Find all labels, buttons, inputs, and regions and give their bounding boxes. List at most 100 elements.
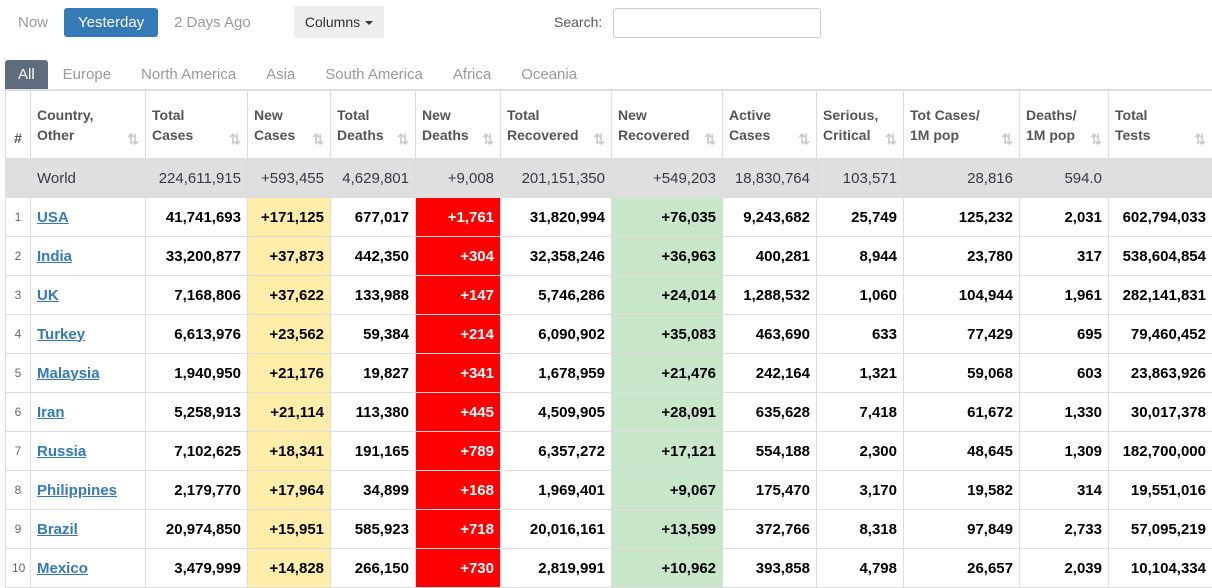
data-table: #Country,OtherTotalCasesNewCasesTotalDea… [5,89,1212,588]
header-text: # [14,130,22,146]
cell: 59,068 [904,354,1020,393]
cell: 2,179,770 [146,471,248,510]
country-link[interactable]: Turkey [37,326,85,343]
header-text: Total [1115,107,1147,123]
column-header[interactable]: NewDeaths [416,90,501,159]
cell: 1,309 [1020,432,1109,471]
column-header[interactable]: TotalCases [146,90,248,159]
cell: 57,095,219 [1109,510,1212,549]
country-row: 6Iran5,258,913+21,114113,380+4454,509,90… [6,393,1212,432]
cell: 175,470 [723,471,817,510]
country-link[interactable]: Iran [37,404,65,421]
cell: 603 [1020,354,1109,393]
cell: 8 [6,471,31,510]
header-text: Tests [1115,127,1151,143]
country-link[interactable]: India [37,248,72,265]
cell: +171,125 [248,198,331,237]
search-input[interactable] [613,8,821,38]
cell: Brazil [31,510,146,549]
column-header[interactable]: ActiveCases [723,90,817,159]
cell: 2,031 [1020,198,1109,237]
region-tab[interactable]: Europe [48,60,126,89]
cell: +445 [416,393,501,432]
cell: 113,380 [331,393,416,432]
country-link[interactable]: Russia [37,443,86,460]
column-header[interactable]: Tot Cases/1M pop [904,90,1020,159]
cell: 125,232 [904,198,1020,237]
header-text: Serious, [823,107,878,123]
cell: 5,746,286 [501,276,612,315]
region-tab[interactable]: Oceania [506,60,592,89]
cell: Mexico [31,549,146,588]
region-tab[interactable]: North America [126,60,251,89]
cell: Malaysia [31,354,146,393]
region-tab[interactable]: All [5,60,48,89]
tab[interactable]: Now [5,8,61,37]
cell: 538,604,854 [1109,237,1212,276]
cell: +17,964 [248,471,331,510]
cell: 201,151,350 [501,159,612,198]
cell: 28,816 [904,159,1020,198]
country-row: 1USA41,741,693+171,125677,017+1,76131,82… [6,198,1212,237]
cell: +593,455 [248,159,331,198]
cell: 677,017 [331,198,416,237]
column-header[interactable]: NewRecovered [612,90,723,159]
columns-button[interactable]: Columns [294,6,384,38]
cell: 48,645 [904,432,1020,471]
tab-active[interactable]: Yesterday [64,8,158,37]
cell: +36,963 [612,237,723,276]
column-header[interactable]: NewCases [248,90,331,159]
country-link[interactable]: USA [37,209,69,226]
cell: +13,599 [612,510,723,549]
cell: +76,035 [612,198,723,237]
region-tab[interactable]: South America [310,60,438,89]
cell: 6,357,272 [501,432,612,471]
country-link[interactable]: Malaysia [37,365,100,382]
column-header[interactable]: # [6,90,31,159]
header-text: Recovered [618,127,690,143]
cell: 3,170 [817,471,904,510]
column-header[interactable]: Total Tests [1109,90,1212,159]
cell: +341 [416,354,501,393]
cell: 19,551,016 [1109,471,1212,510]
cell [1109,159,1212,198]
column-header[interactable]: Country,Other [31,90,146,159]
country-link[interactable]: Brazil [37,521,78,538]
country-link[interactable]: Mexico [37,560,88,577]
region-tab[interactable]: Africa [438,60,506,89]
cell: World [31,159,146,198]
cell: 19,827 [331,354,416,393]
tab[interactable]: 2 Days Ago [161,8,264,37]
column-header[interactable]: Serious,Critical [817,90,904,159]
cell: +730 [416,549,501,588]
cell: 4,798 [817,549,904,588]
cell: +789 [416,432,501,471]
cell: India [31,237,146,276]
country-link[interactable]: Philippines [37,482,117,499]
column-header[interactable]: TotalRecovered [501,90,612,159]
cell: 317 [1020,237,1109,276]
cell: 1,330 [1020,393,1109,432]
cell: 242,164 [723,354,817,393]
cell: Turkey [31,315,146,354]
header-text: Total [337,107,369,123]
cell: +37,622 [248,276,331,315]
cell: 635,628 [723,393,817,432]
cell: 594.0 [1020,159,1109,198]
cell: +718 [416,510,501,549]
column-header[interactable]: TotalDeaths [331,90,416,159]
header-row: #Country,OtherTotalCasesNewCasesTotalDea… [6,90,1212,159]
button-label: Columns [305,14,360,30]
cell: 8,944 [817,237,904,276]
cell: 30,017,378 [1109,393,1212,432]
cell: 1,678,959 [501,354,612,393]
country-link[interactable]: UK [37,287,59,304]
cell: +21,114 [248,393,331,432]
country-row: 4Turkey6,613,976+23,56259,384+2146,090,9… [6,315,1212,354]
region-tab[interactable]: Asia [251,60,310,89]
cell: +549,203 [612,159,723,198]
cell: 182,700,000 [1109,432,1212,471]
cell: 9 [6,510,31,549]
column-header[interactable]: Deaths/1M pop [1020,90,1109,159]
cell: 3 [6,276,31,315]
